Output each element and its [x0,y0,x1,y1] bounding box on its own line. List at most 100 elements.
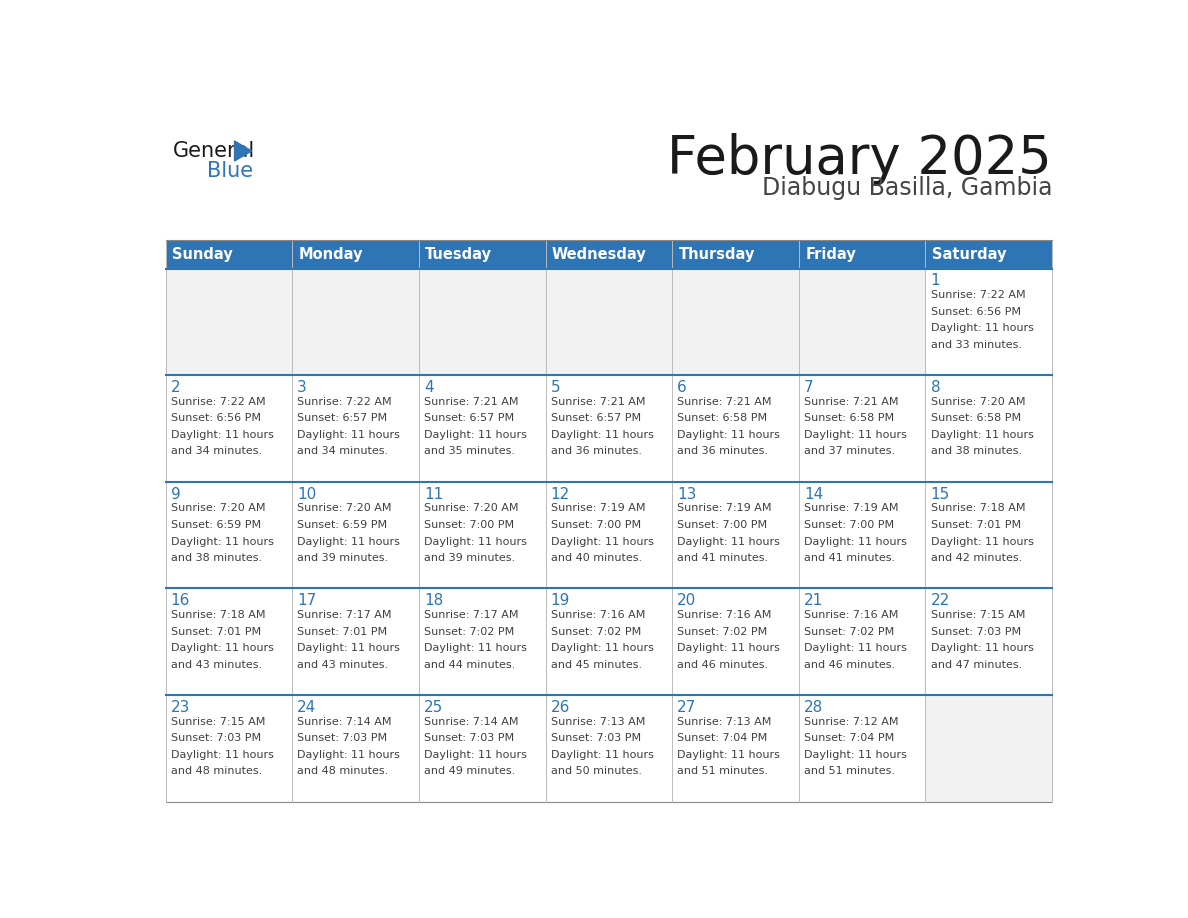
Text: 23: 23 [171,700,190,715]
Text: Daylight: 11 hours: Daylight: 11 hours [804,750,906,760]
Text: 1: 1 [930,274,940,288]
Text: Sunrise: 7:20 AM: Sunrise: 7:20 AM [297,503,392,513]
Text: Daylight: 11 hours: Daylight: 11 hours [424,750,526,760]
Text: 12: 12 [550,487,570,501]
Text: Sunrise: 7:13 AM: Sunrise: 7:13 AM [677,717,772,727]
Bar [925,269,1053,375]
Text: Daylight: 11 hours: Daylight: 11 hours [297,430,400,440]
Text: Sunset: 6:57 PM: Sunset: 6:57 PM [424,413,514,423]
Text: Sunrise: 7:12 AM: Sunrise: 7:12 AM [804,717,898,727]
Text: and 34 minutes.: and 34 minutes. [297,446,388,456]
Bar [925,695,1053,801]
Text: Daylight: 11 hours: Daylight: 11 hours [677,750,781,760]
Bar [292,375,419,482]
Text: Sunrise: 7:21 AM: Sunrise: 7:21 AM [677,397,772,407]
Bar [672,269,798,375]
Text: and 49 minutes.: and 49 minutes. [424,767,516,776]
Bar [165,375,292,482]
Text: Sunset: 6:57 PM: Sunset: 6:57 PM [297,413,387,423]
Bar [798,240,925,269]
Bar [925,240,1053,269]
Text: and 51 minutes.: and 51 minutes. [804,767,895,776]
Text: General: General [173,141,255,161]
Bar [545,269,672,375]
Bar [545,695,672,801]
Text: 9: 9 [171,487,181,501]
Text: and 45 minutes.: and 45 minutes. [550,660,642,669]
Text: and 50 minutes.: and 50 minutes. [550,767,642,776]
Text: Tuesday: Tuesday [425,247,492,262]
Text: Sunset: 7:00 PM: Sunset: 7:00 PM [424,520,514,530]
Text: Sunrise: 7:13 AM: Sunrise: 7:13 AM [550,717,645,727]
Bar [672,375,798,482]
Text: Daylight: 11 hours: Daylight: 11 hours [171,750,273,760]
Polygon shape [234,141,252,161]
Bar [798,695,925,801]
Text: and 48 minutes.: and 48 minutes. [297,767,388,776]
Text: Daylight: 11 hours: Daylight: 11 hours [804,644,906,653]
Text: 2: 2 [171,380,181,395]
Text: Friday: Friday [805,247,855,262]
Text: 22: 22 [930,593,950,608]
Text: 7: 7 [804,380,814,395]
Bar [419,588,545,695]
Text: 5: 5 [550,380,561,395]
Text: Sunset: 6:59 PM: Sunset: 6:59 PM [297,520,387,530]
Text: Sunrise: 7:20 AM: Sunrise: 7:20 AM [930,397,1025,407]
Text: Sunrise: 7:17 AM: Sunrise: 7:17 AM [424,610,518,620]
Text: 14: 14 [804,487,823,501]
Text: and 47 minutes.: and 47 minutes. [930,660,1022,669]
Bar [165,482,292,588]
Text: Sunset: 7:04 PM: Sunset: 7:04 PM [677,733,767,744]
Bar [925,375,1053,482]
Text: 4: 4 [424,380,434,395]
Bar [165,695,292,801]
Text: Sunset: 6:57 PM: Sunset: 6:57 PM [550,413,640,423]
Text: February 2025: February 2025 [668,133,1053,185]
Text: Sunset: 7:03 PM: Sunset: 7:03 PM [550,733,640,744]
Text: 19: 19 [550,593,570,608]
Text: and 36 minutes.: and 36 minutes. [550,446,642,456]
Text: 21: 21 [804,593,823,608]
Bar [925,588,1053,695]
Text: Sunset: 6:56 PM: Sunset: 6:56 PM [171,413,260,423]
Text: Daylight: 11 hours: Daylight: 11 hours [804,536,906,546]
Text: Sunset: 6:58 PM: Sunset: 6:58 PM [930,413,1020,423]
Text: Sunset: 7:02 PM: Sunset: 7:02 PM [550,627,640,636]
Text: 24: 24 [297,700,316,715]
Text: Sunday: Sunday [172,247,233,262]
Text: 27: 27 [677,700,696,715]
Bar [292,269,419,375]
Bar [419,375,545,482]
Text: Daylight: 11 hours: Daylight: 11 hours [930,323,1034,333]
Text: Sunset: 7:04 PM: Sunset: 7:04 PM [804,733,895,744]
Text: Sunrise: 7:14 AM: Sunrise: 7:14 AM [297,717,392,727]
Text: Daylight: 11 hours: Daylight: 11 hours [424,536,526,546]
Text: and 39 minutes.: and 39 minutes. [424,553,516,563]
Bar [292,482,419,588]
Text: Daylight: 11 hours: Daylight: 11 hours [550,430,653,440]
Text: Sunset: 7:02 PM: Sunset: 7:02 PM [424,627,514,636]
Text: Sunrise: 7:14 AM: Sunrise: 7:14 AM [424,717,518,727]
Bar [545,375,672,482]
Text: Sunrise: 7:16 AM: Sunrise: 7:16 AM [677,610,772,620]
Text: Sunset: 7:01 PM: Sunset: 7:01 PM [171,627,260,636]
Text: 11: 11 [424,487,443,501]
Text: Daylight: 11 hours: Daylight: 11 hours [171,644,273,653]
Text: and 43 minutes.: and 43 minutes. [171,660,261,669]
Bar [292,588,419,695]
Text: Sunrise: 7:22 AM: Sunrise: 7:22 AM [930,290,1025,300]
Text: and 38 minutes.: and 38 minutes. [171,553,261,563]
Text: Daylight: 11 hours: Daylight: 11 hours [550,644,653,653]
Text: and 39 minutes.: and 39 minutes. [297,553,388,563]
Text: Sunset: 7:03 PM: Sunset: 7:03 PM [424,733,514,744]
Text: Daylight: 11 hours: Daylight: 11 hours [550,536,653,546]
Text: Sunrise: 7:21 AM: Sunrise: 7:21 AM [550,397,645,407]
Text: and 44 minutes.: and 44 minutes. [424,660,516,669]
Text: Sunrise: 7:17 AM: Sunrise: 7:17 AM [297,610,392,620]
Text: 13: 13 [677,487,696,501]
Bar [798,588,925,695]
Text: and 51 minutes.: and 51 minutes. [677,767,769,776]
Text: 25: 25 [424,700,443,715]
Text: Daylight: 11 hours: Daylight: 11 hours [930,536,1034,546]
